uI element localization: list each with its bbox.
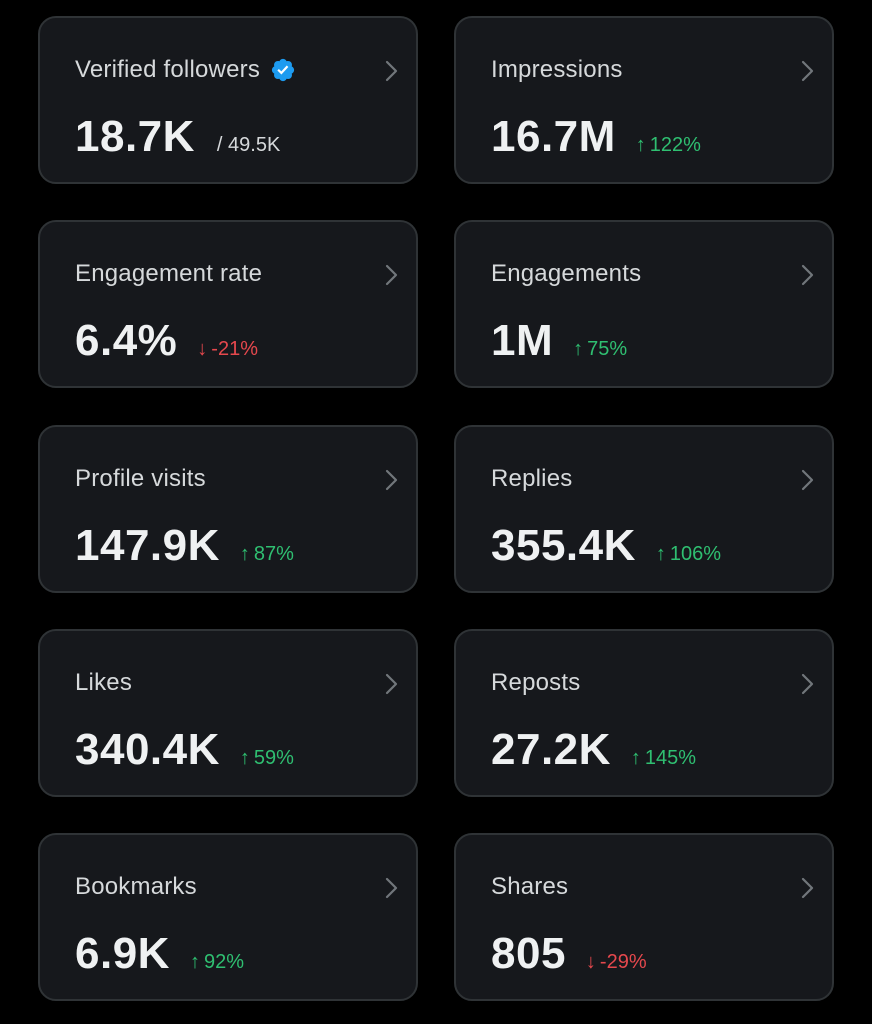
delta-value: 122%	[649, 134, 701, 156]
card-title-row: Bookmarks	[75, 873, 197, 901]
trend-delta: ↓ -29%	[586, 951, 647, 974]
arrow-up-icon: ↑	[635, 134, 646, 156]
chevron-right-icon	[801, 60, 814, 82]
card-value-row: 27.2K ↑ 145%	[491, 725, 696, 775]
card-title: Verified followers	[75, 56, 261, 83]
card-value: 16.7M	[491, 112, 616, 161]
arrow-up-icon: ↑	[655, 543, 666, 565]
card-value-row: 355.4K ↑ 106%	[491, 521, 721, 571]
trend-delta: ↑ 122%	[636, 134, 701, 157]
arrow-up-icon: ↑	[630, 747, 641, 769]
chevron-right-icon	[801, 877, 814, 899]
arrow-up-icon: ↑	[189, 951, 200, 973]
card-value-row: 6.9K ↑ 92%	[75, 929, 244, 979]
card-value-row: 6.4% ↓ -21%	[75, 316, 258, 366]
verified-badge-icon	[271, 58, 295, 82]
trend-delta: ↑ 106%	[656, 543, 721, 566]
trend-delta: ↑ 59%	[240, 747, 294, 770]
delta-value: 87%	[253, 543, 294, 565]
card-value: 147.9K	[75, 521, 220, 570]
card-reposts[interactable]: Reposts 27.2K ↑ 145%	[454, 629, 834, 797]
card-value: 805	[491, 929, 566, 978]
card-title-row: Replies	[491, 465, 572, 493]
card-title-row: Impressions	[491, 56, 623, 84]
card-value-row: 18.7K / 49.5K	[75, 112, 280, 162]
card-verified-followers[interactable]: Verified followers 18.7K / 49.5K	[38, 16, 418, 184]
arrow-up-icon: ↑	[239, 543, 250, 565]
card-title-row: Shares	[491, 873, 568, 901]
delta-value: 145%	[644, 747, 697, 769]
chevron-right-icon	[385, 60, 398, 82]
card-value: 6.9K	[75, 929, 170, 978]
card-value: 1M	[491, 316, 554, 365]
card-value: 340.4K	[75, 725, 220, 774]
trend-delta: ↑ 75%	[573, 338, 627, 361]
card-engagement-rate[interactable]: Engagement rate 6.4% ↓ -21%	[38, 220, 418, 388]
card-title: Shares	[491, 873, 569, 900]
card-profile-visits[interactable]: Profile visits 147.9K ↑ 87%	[38, 425, 418, 593]
card-value: 18.7K	[75, 112, 195, 161]
card-value-row: 16.7M ↑ 122%	[491, 112, 701, 162]
card-title-row: Engagement rate	[75, 260, 262, 288]
card-value-row: 340.4K ↑ 59%	[75, 725, 294, 775]
arrow-down-icon: ↓	[585, 951, 596, 973]
card-title: Engagements	[491, 260, 642, 287]
card-likes[interactable]: Likes 340.4K ↑ 59%	[38, 629, 418, 797]
card-total: / 49.5K	[216, 134, 281, 156]
arrow-down-icon: ↓	[197, 338, 208, 360]
delta-value: 106%	[669, 543, 722, 565]
card-title-row: Verified followers	[75, 56, 296, 84]
card-title: Reposts	[491, 669, 581, 696]
card-value: 355.4K	[491, 521, 636, 570]
chevron-right-icon	[801, 264, 814, 286]
card-impressions[interactable]: Impressions 16.7M ↑ 122%	[454, 16, 834, 184]
card-title: Likes	[75, 669, 133, 696]
trend-delta: ↑ 92%	[190, 951, 244, 974]
card-title: Impressions	[491, 56, 623, 83]
card-title-row: Reposts	[491, 669, 580, 697]
card-replies[interactable]: Replies 355.4K ↑ 106%	[454, 425, 834, 593]
chevron-right-icon	[801, 673, 814, 695]
chevron-right-icon	[385, 673, 398, 695]
delta-value: 59%	[253, 747, 294, 769]
card-value-row: 805 ↓ -29%	[491, 929, 647, 979]
card-title-row: Engagements	[491, 260, 641, 288]
card-value: 27.2K	[491, 725, 611, 774]
card-title: Profile visits	[75, 465, 206, 492]
card-title-row: Likes	[75, 669, 132, 697]
card-engagements[interactable]: Engagements 1M ↑ 75%	[454, 220, 834, 388]
card-bookmarks[interactable]: Bookmarks 6.9K ↑ 92%	[38, 833, 418, 1001]
chevron-right-icon	[385, 469, 398, 491]
delta-value: -29%	[599, 951, 647, 973]
delta-value: 92%	[203, 951, 244, 973]
card-value-row: 147.9K ↑ 87%	[75, 521, 294, 571]
card-title: Engagement rate	[75, 260, 263, 287]
chevron-right-icon	[385, 264, 398, 286]
delta-value: 75%	[587, 338, 628, 360]
card-value: 6.4%	[75, 316, 178, 365]
card-title-row: Profile visits	[75, 465, 206, 493]
trend-delta: ↑ 145%	[631, 747, 696, 770]
arrow-up-icon: ↑	[573, 338, 584, 360]
arrow-up-icon: ↑	[239, 747, 250, 769]
chevron-right-icon	[801, 469, 814, 491]
card-title: Replies	[491, 465, 573, 492]
trend-delta: ↑ 87%	[240, 543, 294, 566]
card-shares[interactable]: Shares 805 ↓ -29%	[454, 833, 834, 1001]
card-value-row: 1M ↑ 75%	[491, 316, 627, 366]
trend-delta: ↓ -21%	[197, 338, 258, 361]
delta-value: -21%	[211, 338, 258, 360]
chevron-right-icon	[385, 877, 398, 899]
card-title: Bookmarks	[75, 873, 197, 900]
